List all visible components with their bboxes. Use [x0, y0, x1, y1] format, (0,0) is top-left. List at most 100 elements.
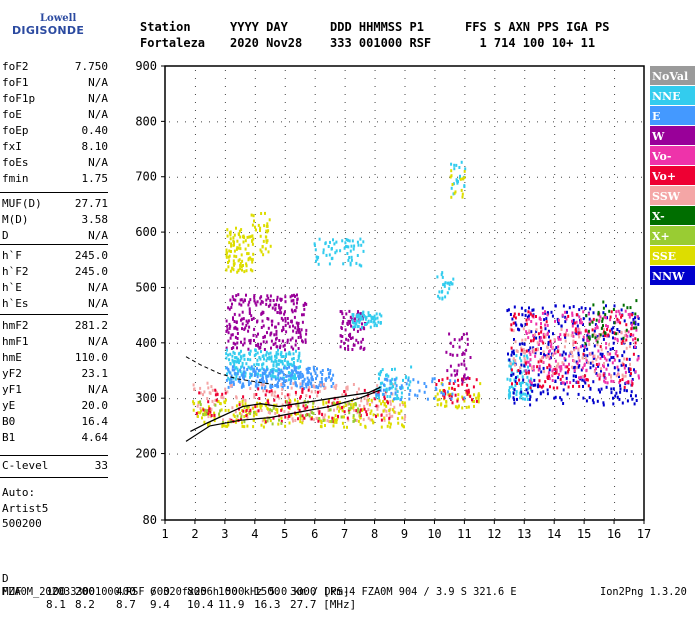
echo-point-e — [304, 382, 307, 386]
echo-point-vo — [539, 325, 542, 329]
echo-point-w — [450, 373, 453, 377]
echo-point-ssw — [308, 386, 311, 390]
x-tick-label: 16 — [607, 527, 621, 541]
echo-point-nne — [360, 243, 363, 247]
echo-point-nnw — [572, 318, 575, 322]
echo-point-nne — [509, 364, 512, 368]
echo-point-e — [314, 371, 317, 375]
echo-point-x — [204, 408, 207, 412]
echo-point-e — [295, 371, 298, 375]
echo-point-sse — [252, 418, 255, 422]
echo-point-nne — [239, 355, 242, 359]
panel-divider — [0, 477, 108, 478]
echo-point-x — [591, 333, 594, 337]
echo-point-nne — [291, 376, 294, 380]
echo-point-nnw — [605, 304, 607, 308]
echo-point-sse — [228, 249, 231, 253]
echo-point-sse — [219, 402, 222, 405]
echo-point-nnw — [618, 330, 621, 333]
echo-point-w — [283, 310, 286, 314]
echo-point-vo — [546, 324, 549, 327]
echo-point-nnw — [613, 366, 616, 370]
echo-point-w — [465, 332, 468, 336]
echo-point-x — [318, 417, 321, 420]
echo-point-nne — [298, 375, 301, 379]
echo-point-w — [260, 295, 263, 299]
echo-point-x — [584, 342, 587, 346]
param-name: hmE — [2, 351, 22, 364]
echo-point-w — [449, 341, 452, 345]
echo-point-vo — [613, 358, 616, 362]
echo-point-w — [285, 330, 288, 334]
echo-point-x — [622, 303, 625, 307]
echo-point-e — [329, 378, 332, 382]
echo-point-nnw — [522, 378, 525, 382]
echo-point-w — [275, 337, 277, 341]
echo-point-w — [448, 332, 451, 336]
echo-point-nne — [519, 356, 521, 360]
echo-point-w — [236, 346, 238, 350]
echo-point-w — [266, 317, 269, 320]
echo-point-w — [232, 346, 235, 350]
echo-point-ssw — [335, 383, 338, 387]
echo-point-vo — [604, 334, 606, 338]
echo-point-nne — [378, 312, 381, 316]
echo-point-w — [229, 298, 232, 302]
echo-point-nnw — [517, 327, 519, 331]
echo-point-nnw — [535, 329, 538, 333]
echo-point-sse — [225, 254, 228, 258]
echo-point-x — [312, 401, 315, 405]
param-hf: h`F 245.0 — [2, 249, 108, 265]
echo-point-sse — [477, 398, 480, 402]
echo-point-x — [272, 406, 275, 410]
param-name: foF2 — [2, 60, 29, 73]
echo-point-e — [281, 386, 284, 389]
echo-point-sse — [463, 169, 466, 173]
echo-point-nne — [272, 367, 275, 371]
echo-point-w — [267, 326, 270, 330]
echo-point-sse — [268, 218, 271, 222]
echo-point-w — [449, 364, 452, 368]
echo-point-e — [302, 374, 305, 378]
echo-point-w — [273, 333, 276, 337]
echo-point-e — [265, 376, 268, 380]
echo-point-vo — [302, 404, 305, 408]
echo-point-nnw — [633, 402, 636, 406]
echo-point-ssw — [617, 373, 620, 377]
echo-point-nnw — [535, 336, 538, 340]
echo-point-w — [270, 346, 272, 350]
echo-point-x — [613, 321, 616, 325]
echo-point-e — [315, 385, 317, 389]
echo-point-nnw — [608, 358, 611, 362]
echo-point-e — [431, 377, 434, 381]
echo-point-nne — [511, 362, 514, 366]
echo-point-w — [304, 340, 307, 344]
echo-point-sse — [196, 415, 199, 418]
echo-point-vo — [363, 388, 366, 392]
echo-point-sse — [252, 414, 255, 418]
echo-point-nnw — [626, 399, 629, 403]
echo-point-nnw — [537, 385, 539, 389]
echo-point-sse — [227, 423, 230, 427]
echo-point-w — [248, 307, 251, 311]
echo-point-sse — [445, 399, 448, 403]
echo-point-w — [465, 348, 468, 352]
echo-point-vo — [527, 360, 530, 364]
echo-point-ssw — [534, 333, 536, 337]
echo-point-nne — [396, 390, 399, 394]
echo-point-ssw — [388, 412, 391, 416]
echo-point-nnw — [542, 366, 545, 370]
echo-point-w — [345, 312, 348, 316]
echo-point-e — [307, 383, 310, 387]
echo-point-ssw — [240, 413, 243, 417]
echo-point-nnw — [612, 402, 615, 406]
echo-point-w — [287, 321, 290, 325]
echo-point-nne — [297, 356, 300, 360]
echo-point-sse — [450, 169, 453, 173]
echo-point-w — [271, 319, 274, 323]
echo-point-ssw — [544, 335, 547, 339]
param-name: fmin — [2, 172, 29, 185]
echo-point-ssw — [514, 359, 517, 363]
echo-point-nne — [353, 321, 356, 325]
echo-point-vo — [624, 309, 627, 313]
